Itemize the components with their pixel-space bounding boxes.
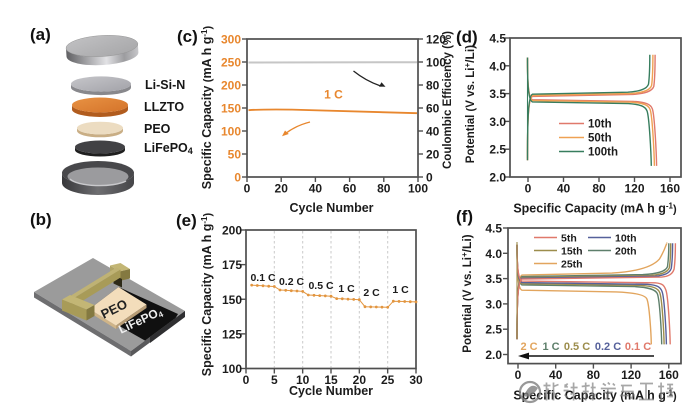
svg-text:20: 20 (426, 148, 440, 162)
svg-text:160: 160 (659, 368, 679, 382)
svg-text:50: 50 (228, 148, 242, 162)
svg-text:120: 120 (426, 33, 446, 47)
svg-text:4.0: 4.0 (485, 247, 502, 261)
svg-text:60: 60 (426, 102, 440, 116)
svg-text:1 C: 1 C (392, 284, 409, 296)
svg-text:200: 200 (221, 79, 241, 93)
svg-text:40: 40 (309, 182, 323, 196)
svg-text:3.5: 3.5 (485, 272, 502, 286)
svg-text:25th: 25th (561, 259, 583, 271)
svg-text:Cycle Number: Cycle Number (289, 201, 373, 215)
svg-text:5: 5 (271, 373, 278, 387)
svg-text:0: 0 (525, 182, 532, 196)
svg-text:2.0: 2.0 (485, 348, 502, 362)
svg-text:Li-Si-N: Li-Si-N (145, 78, 185, 92)
svg-text:120: 120 (624, 182, 644, 196)
svg-text:80: 80 (592, 182, 606, 196)
svg-text:Specific Capacity (mA h g-1): Specific Capacity (mA h g-1) (200, 25, 214, 189)
svg-text:2 C: 2 C (363, 287, 380, 299)
svg-text:40: 40 (557, 182, 571, 196)
svg-text:160: 160 (660, 182, 680, 196)
svg-text:3.0: 3.0 (485, 297, 502, 311)
svg-text:LLZTO: LLZTO (144, 100, 184, 114)
svg-text:50th: 50th (588, 133, 612, 145)
svg-text:PEO: PEO (144, 122, 171, 136)
svg-text:10th: 10th (588, 119, 612, 131)
svg-text:0.2 C: 0.2 C (595, 341, 621, 353)
svg-text:1 C: 1 C (542, 341, 559, 353)
svg-text:4.0: 4.0 (489, 59, 506, 73)
svg-text:0: 0 (244, 182, 251, 196)
svg-text:Specific Capacity (mA h g-1): Specific Capacity (mA h g-1) (513, 202, 677, 216)
svg-text:3.0: 3.0 (489, 115, 506, 129)
svg-text:0: 0 (515, 368, 522, 382)
svg-text:30: 30 (409, 373, 423, 387)
svg-text:(b): (b) (30, 210, 52, 229)
svg-text:Potential (V vs. Li+/Li): Potential (V vs. Li+/Li) (460, 234, 474, 352)
svg-text:3.5: 3.5 (489, 87, 506, 101)
svg-text:40: 40 (549, 368, 563, 382)
svg-text:Cycle Number: Cycle Number (289, 384, 373, 398)
svg-text:1 C: 1 C (338, 283, 355, 295)
svg-text:40: 40 (426, 125, 440, 139)
svg-text:100: 100 (221, 125, 241, 139)
svg-text:(e): (e) (176, 211, 197, 230)
svg-text:Specific Capacity (mA h g-1): Specific Capacity (mA h g-1) (513, 389, 677, 403)
svg-text:(f): (f) (456, 207, 473, 226)
svg-text:0.2 C: 0.2 C (279, 276, 305, 288)
svg-text:250: 250 (221, 56, 241, 70)
svg-text:Potential (V vs. Li+/Li): Potential (V vs. Li+/Li) (463, 45, 477, 163)
svg-text:100: 100 (408, 182, 428, 196)
svg-text:0: 0 (234, 171, 241, 185)
svg-text:15th: 15th (561, 246, 583, 258)
svg-text:(a): (a) (30, 25, 51, 44)
svg-text:2.5: 2.5 (485, 323, 502, 337)
svg-text:2 C: 2 C (520, 341, 537, 353)
svg-text:60: 60 (343, 182, 357, 196)
svg-text:100: 100 (426, 56, 446, 70)
svg-text:1 C: 1 C (324, 88, 343, 102)
svg-text:175: 175 (222, 258, 242, 272)
svg-text:300: 300 (221, 33, 241, 47)
svg-text:80: 80 (377, 182, 391, 196)
svg-text:25: 25 (381, 373, 395, 387)
svg-text:Specific Capacity (mA h g-1): Specific Capacity (mA h g-1) (200, 212, 214, 376)
svg-text:5th: 5th (561, 233, 577, 245)
svg-text:Coulombic Efficiency (%): Coulombic Efficiency (%) (442, 31, 454, 169)
svg-text:10th: 10th (615, 233, 637, 245)
svg-text:100th: 100th (588, 147, 618, 159)
svg-text:20: 20 (275, 182, 289, 196)
svg-text:120: 120 (621, 368, 641, 382)
svg-text:80: 80 (587, 368, 601, 382)
svg-text:0.1 C: 0.1 C (250, 272, 276, 284)
svg-text:20th: 20th (615, 246, 637, 258)
svg-text:10: 10 (296, 373, 310, 387)
svg-text:150: 150 (222, 293, 242, 307)
svg-text:200: 200 (222, 224, 242, 238)
svg-text:80: 80 (426, 79, 440, 93)
svg-text:0: 0 (426, 171, 433, 185)
svg-text:100: 100 (222, 362, 242, 376)
svg-text:15: 15 (324, 373, 338, 387)
svg-text:20: 20 (353, 373, 367, 387)
svg-text:(d): (d) (456, 28, 478, 47)
svg-text:2.0: 2.0 (489, 171, 506, 185)
svg-text:0: 0 (243, 373, 250, 387)
svg-text:0.1 C: 0.1 C (625, 341, 651, 353)
svg-text:150: 150 (221, 102, 241, 116)
svg-text:0.5 C: 0.5 C (564, 341, 590, 353)
svg-text:4.5: 4.5 (489, 32, 506, 46)
svg-text:(c): (c) (177, 27, 198, 46)
svg-text:4.5: 4.5 (485, 222, 502, 236)
svg-text:2.5: 2.5 (489, 143, 506, 157)
svg-text:LiFePO4: LiFePO4 (144, 141, 193, 156)
svg-text:125: 125 (222, 327, 242, 341)
svg-text:0.5 C: 0.5 C (308, 280, 334, 292)
